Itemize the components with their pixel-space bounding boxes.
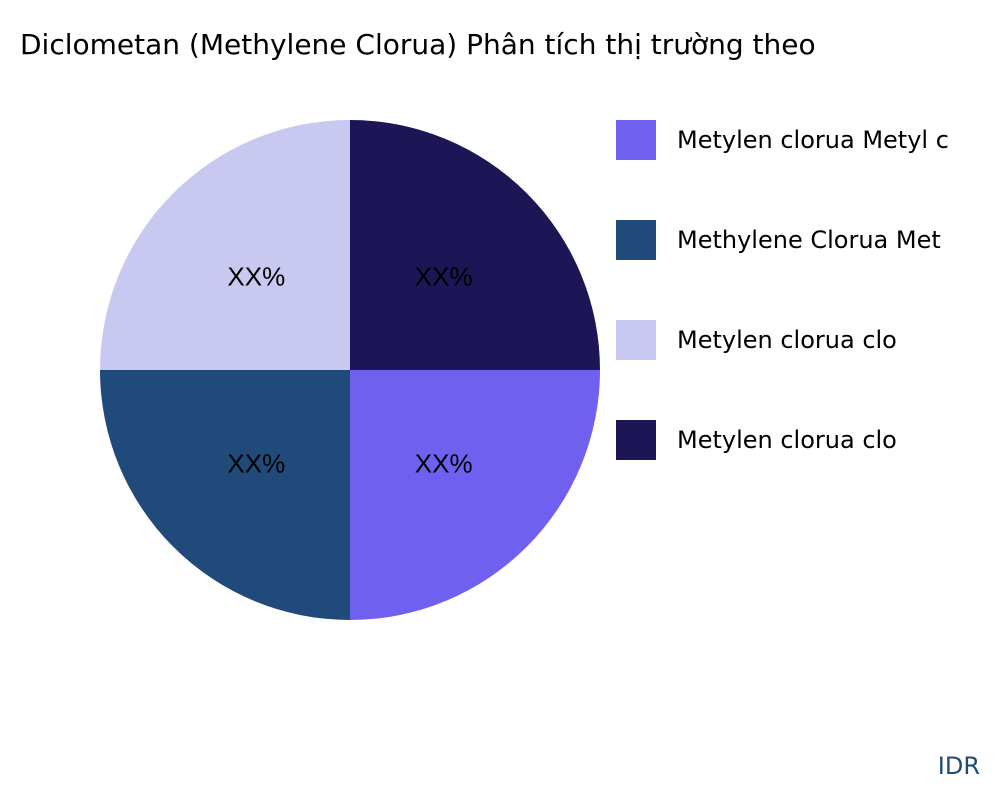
slice-label: XX%: [415, 261, 473, 291]
pie-slice[interactable]: [350, 120, 600, 370]
legend-swatch: [616, 120, 656, 160]
legend-swatch: [616, 320, 656, 360]
slice-label: XX%: [227, 449, 285, 479]
legend-swatch: [616, 220, 656, 260]
pie-slice[interactable]: [350, 370, 600, 620]
pie-slice[interactable]: [100, 120, 350, 370]
legend-item[interactable]: Metylen clorua clo: [616, 320, 897, 360]
pie-slice[interactable]: [100, 370, 350, 620]
legend-item[interactable]: Metylen clorua Metyl c: [616, 120, 949, 160]
legend-label: Methylene Clorua Met: [677, 226, 941, 254]
legend-label: Metylen clorua clo: [677, 326, 897, 354]
legend-label: Metylen clorua Metyl c: [677, 126, 949, 154]
legend-swatch: [616, 420, 656, 460]
brand-logo-text: IDR: [937, 752, 980, 780]
legend-item[interactable]: Metylen clorua clo: [616, 420, 897, 460]
legend-item[interactable]: Methylene Clorua Met: [616, 220, 941, 260]
slice-label: XX%: [415, 449, 473, 479]
chart-title: Diclometan (Methylene Clorua) Phân tích …: [20, 28, 816, 61]
slice-label: XX%: [227, 261, 285, 291]
legend-label: Metylen clorua clo: [677, 426, 897, 454]
